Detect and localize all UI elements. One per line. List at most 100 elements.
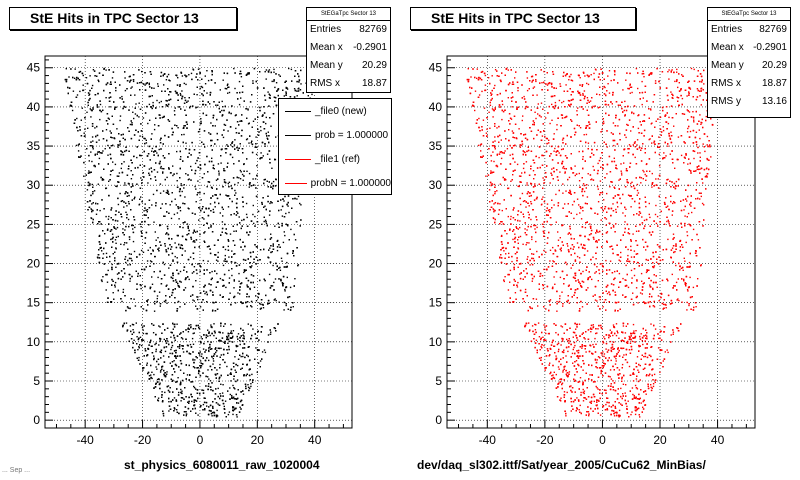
hit-point <box>181 379 184 382</box>
hit-point <box>107 123 109 125</box>
hit-point <box>204 75 206 77</box>
hit-point <box>307 95 309 97</box>
hit-point <box>243 374 245 376</box>
hit-point <box>189 374 191 376</box>
hit-point <box>216 188 218 190</box>
hit-point <box>86 148 88 150</box>
hit-point <box>196 106 198 108</box>
hit-point <box>211 326 213 329</box>
hit-point <box>125 202 127 204</box>
hit-point <box>168 401 170 403</box>
hit-point <box>124 256 127 258</box>
hit-point <box>236 176 238 179</box>
hit-point <box>189 256 192 258</box>
hit-point <box>79 126 81 128</box>
hit-point <box>109 92 111 94</box>
hit-point <box>113 227 116 229</box>
hit-point <box>179 270 182 273</box>
hit-point <box>281 225 283 227</box>
hit-point <box>91 136 94 138</box>
hit-point <box>133 155 135 158</box>
hit-point <box>235 214 238 216</box>
hit-point <box>147 372 149 375</box>
hit-point <box>198 207 200 209</box>
hit-point <box>92 218 94 221</box>
hit-point <box>227 352 229 354</box>
hit-point <box>77 150 80 152</box>
hit-point <box>226 233 228 235</box>
hit-point <box>158 162 161 165</box>
hit-point <box>140 130 143 132</box>
hit-point <box>199 72 201 74</box>
hit-point <box>172 399 174 401</box>
hit-point <box>169 98 172 101</box>
hit-point <box>185 378 187 380</box>
hit-point <box>288 67 290 70</box>
hit-point <box>124 258 126 260</box>
hit-point <box>172 259 174 261</box>
hit-point <box>222 395 224 397</box>
hit-point <box>199 123 202 125</box>
hit-point <box>224 323 226 325</box>
hit-point <box>286 261 288 264</box>
hit-point <box>197 324 199 327</box>
hit-point <box>124 89 127 92</box>
hit-point <box>190 72 193 75</box>
hit-point <box>209 248 211 250</box>
hit-point <box>221 115 223 117</box>
hit-point <box>151 170 153 173</box>
hit-point <box>102 253 105 255</box>
hit-point <box>102 130 104 132</box>
hit-point <box>112 236 114 239</box>
hit-point <box>232 146 234 148</box>
hit-point <box>92 221 94 224</box>
hit-point <box>265 116 267 119</box>
hit-point <box>273 289 275 291</box>
hit-point <box>89 89 91 92</box>
hit-point <box>126 213 128 216</box>
hit-point <box>243 332 245 334</box>
hit-point <box>260 152 262 154</box>
hit-point <box>262 155 264 157</box>
hit-point <box>90 171 92 173</box>
hit-point <box>114 239 117 241</box>
hit-point <box>132 342 134 344</box>
hit-point <box>234 261 236 264</box>
hit-point <box>158 344 160 346</box>
hit-point <box>238 411 241 413</box>
hit-point <box>107 228 109 230</box>
hit-point <box>252 178 254 180</box>
hit-point <box>254 146 256 148</box>
hit-point <box>129 325 132 327</box>
hit-point <box>162 143 164 145</box>
hit-point <box>250 300 253 303</box>
hit-point <box>142 369 144 371</box>
hit-point <box>155 333 157 336</box>
hit-point <box>129 81 131 83</box>
hit-point <box>191 78 193 81</box>
hit-point <box>196 159 198 162</box>
hit-point <box>131 162 133 164</box>
hit-point <box>101 179 104 181</box>
hit-point <box>273 281 275 284</box>
hit-point <box>188 97 190 99</box>
hit-point <box>209 272 211 274</box>
hit-point <box>228 348 230 351</box>
hit-point <box>117 277 120 280</box>
hit-point <box>222 246 224 248</box>
hit-point <box>130 298 132 300</box>
hit-point <box>155 162 157 164</box>
hit-point <box>123 206 125 208</box>
hit-point <box>282 198 284 200</box>
hit-point <box>276 246 279 248</box>
hit-point <box>187 331 190 333</box>
hit-point <box>231 141 234 143</box>
hit-point <box>198 370 200 373</box>
hit-point <box>145 82 147 85</box>
hit-point <box>266 137 268 139</box>
hit-point <box>80 119 82 121</box>
hit-point <box>111 233 114 235</box>
hit-point <box>124 242 126 244</box>
hit-point <box>211 415 213 417</box>
hit-point <box>213 323 215 325</box>
